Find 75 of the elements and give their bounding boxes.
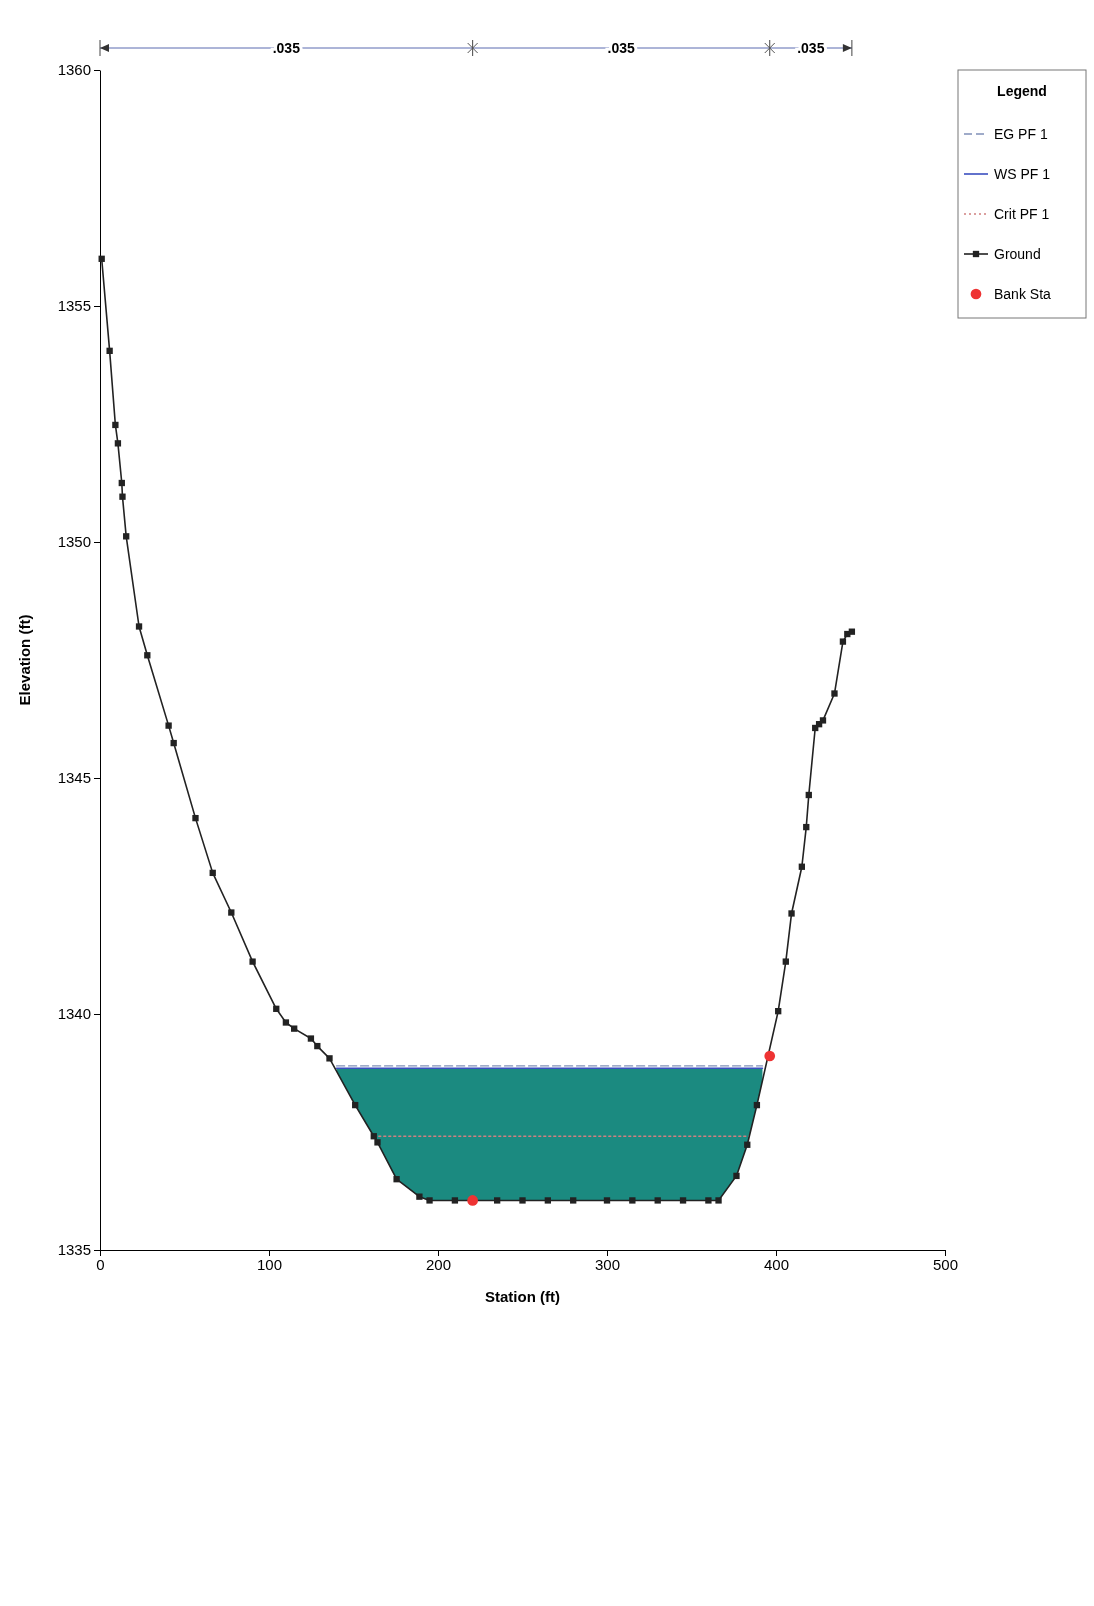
point [249,958,256,965]
x-axis-title: Station (ft) [485,1288,560,1305]
point [370,1133,377,1140]
legend-label: WS PF 1 [994,166,1051,182]
point [451,1197,459,1204]
point [273,1005,280,1012]
x-tick-label: 400 [763,1255,790,1273]
point [831,690,838,697]
point [118,479,125,487]
point [629,1197,636,1204]
point [209,869,216,877]
point [570,1197,577,1204]
point [819,717,827,724]
y-tick-label: 1335 [57,1241,91,1259]
point [715,1197,722,1204]
point [803,823,810,831]
y-tick-label: 1355 [57,297,91,315]
point [753,1101,761,1109]
legend-label: Bank Sta [994,286,1052,302]
point [679,1197,687,1204]
point [98,255,105,262]
point [775,1008,782,1015]
point [416,1193,423,1200]
point [352,1101,359,1109]
point [112,421,119,429]
point [393,1176,400,1183]
text: .035 [607,40,636,56]
point [314,1042,321,1050]
y-axis-title: Elevation (ft) [16,614,33,706]
point [326,1055,333,1062]
point [307,1035,315,1042]
point [165,722,172,729]
text: .035 [797,40,825,56]
point [123,533,130,540]
point [839,638,847,645]
point [119,493,126,500]
legend-title: Legend [997,83,1047,99]
point [135,623,143,630]
y-tick-label: 1350 [57,533,91,551]
point [544,1197,552,1204]
legend-label: EG PF 1 [994,126,1048,142]
point [282,1019,290,1026]
y-tick-label: 1345 [57,769,91,787]
point [170,739,177,747]
point [788,910,795,917]
legend-label: Crit PF 1 [994,206,1050,222]
point [603,1197,611,1204]
point [654,1197,661,1204]
point [848,628,856,635]
legend-label: Ground [994,246,1041,262]
point [805,791,812,799]
point [519,1197,526,1204]
y-tick-label: 1360 [57,61,91,79]
point [744,1141,751,1148]
x-tick-label: 100 [256,1255,283,1273]
point [798,863,806,870]
point [114,440,122,447]
point [426,1197,433,1204]
point [144,652,151,659]
point [705,1197,712,1204]
point [291,1025,298,1032]
x-tick-label: 300 [594,1255,621,1273]
x-tick-label: 500 [932,1255,959,1273]
point [374,1139,381,1146]
x-tick-label: 0 [96,1255,105,1273]
x-tick-label: 200 [425,1255,452,1273]
point [782,958,789,965]
point [106,347,113,354]
point [764,1050,776,1062]
point [192,814,199,822]
point [733,1172,740,1180]
y-tick-label: 1340 [57,1005,91,1023]
point [228,909,235,916]
text: .035 [272,40,301,56]
point [493,1197,501,1204]
